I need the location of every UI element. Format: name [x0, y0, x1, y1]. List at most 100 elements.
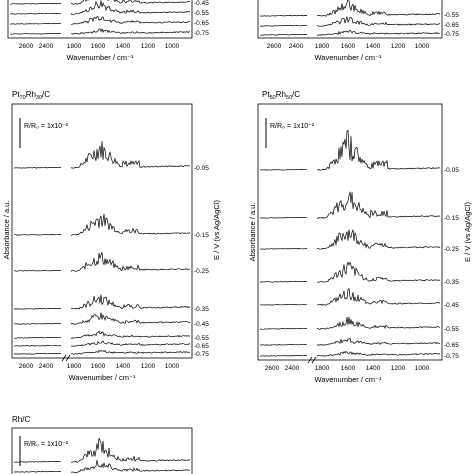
x-tick-label: 1000	[165, 43, 180, 50]
x-tick-label: 1200	[391, 365, 406, 372]
potential-label: -0.65	[444, 22, 459, 29]
potential-label: -0.45	[194, 0, 209, 7]
spectrum-trace	[259, 229, 441, 250]
panel-title: Pt50Rh50/C	[262, 90, 300, 101]
spectrum-trace	[14, 140, 191, 169]
potential-label: -0.35	[444, 279, 459, 286]
spectrum-trace	[9, 27, 191, 35]
x-axis-label: Wavenumber / cm⁻¹	[314, 375, 382, 384]
panel-title-mid: Rh	[276, 90, 286, 99]
spectrum-trace	[259, 29, 440, 36]
panel-title-main: Pt	[12, 90, 20, 99]
x-tick-label: 1200	[391, 43, 406, 50]
x-tick-label: 1200	[141, 363, 156, 370]
panel-pt70rh30: Pt70Rh30/C R/R₀ = 1x10⁻² -0.05 -0.15 -0.…	[2, 90, 221, 382]
panel-title-sub2: 50	[286, 95, 292, 101]
potential-label: -0.75	[194, 351, 209, 358]
spectrum-trace	[259, 191, 441, 219]
scale-bar-label: R/R₀ = 1x10⁻²	[24, 123, 69, 130]
potential-label: -0.55	[444, 12, 459, 19]
spectrum-trace	[9, 0, 190, 5]
y2-axis-label: E / V (vs Ag/AgCl)	[463, 201, 472, 262]
axis-break-mark	[61, 354, 67, 362]
spectra	[13, 140, 191, 355]
x-tick-label: 1400	[366, 43, 381, 50]
x-tick-labels: 2600 2400 1800 1600 1400 1200 1000	[19, 43, 180, 50]
x-tick-label: 1800	[315, 365, 330, 372]
spectra	[259, 129, 441, 357]
x-tick-label: 1600	[341, 43, 356, 50]
plot-frame	[7, 0, 193, 39]
spectra	[13, 438, 191, 473]
axis-break-mark	[311, 356, 317, 364]
x-tick-label: 1800	[67, 363, 82, 370]
potential-label: -0.15	[194, 232, 209, 239]
panel-title: Pt70Rh30/C	[12, 90, 50, 101]
x-tick-label: 1400	[116, 363, 131, 370]
spectrum-trace	[259, 261, 441, 283]
x-axis-label: Wavenumber / cm⁻¹	[68, 373, 136, 382]
potential-labels: -0.05 -0.15 -0.25 -0.35 -0.45 -0.55 -0.6…	[194, 165, 209, 358]
panel-title-end: /C	[42, 90, 50, 99]
spectrum-trace	[259, 287, 441, 306]
spectrum-trace	[13, 312, 190, 325]
x-tick-label: 2600	[19, 363, 34, 370]
axis-break-mark	[307, 356, 313, 364]
y-axis-label: Absorbance / a.u.	[248, 203, 257, 262]
potential-label: -0.15	[444, 215, 459, 222]
spectra	[259, 0, 441, 36]
x-tick-label: 2400	[289, 43, 304, 50]
potential-label: -0.75	[194, 30, 209, 37]
plot-frame	[11, 103, 193, 359]
potential-label: -0.35	[194, 306, 209, 313]
x-tick-label: 1800	[315, 43, 330, 50]
spectrum-trace	[13, 349, 191, 355]
spectrum-trace	[259, 0, 441, 17]
x-tick-label: 1600	[341, 365, 356, 372]
potential-label: -0.65	[194, 20, 209, 27]
potential-label: -0.75	[444, 31, 459, 38]
x-axis-label: Wavenumber / cm⁻¹	[66, 53, 134, 62]
spectrum-trace	[259, 350, 441, 357]
plot-frame	[257, 0, 443, 39]
spectrum-trace	[13, 213, 191, 236]
potential-label: -0.65	[444, 342, 459, 349]
scale-bar-label: R/R₀ = 1x10⁻²	[270, 123, 315, 130]
x-tick-label: 1600	[91, 363, 106, 370]
potential-label: -0.75	[444, 353, 459, 360]
spectrum-trace	[259, 16, 441, 27]
x-tick-label: 1400	[366, 365, 381, 372]
potential-label: -0.45	[444, 302, 459, 309]
x-tick-label: 1600	[91, 43, 106, 50]
x-tick-labels: 2600 2400 1800 1600 1400 1200 1000	[19, 363, 180, 370]
x-tick-label: 2600	[19, 43, 34, 50]
panel-top-right: -0.55 -0.65 -0.75 2600 2400 1800 1600 14…	[257, 0, 459, 62]
spectrum-trace	[9, 16, 191, 25]
axis-break	[61, 354, 71, 362]
plot-frame	[11, 427, 193, 474]
panel-title-sub1: 50	[270, 95, 276, 101]
potential-label: -0.45	[194, 321, 209, 328]
spectrum-trace	[13, 294, 191, 310]
spectrum-trace	[259, 316, 441, 330]
potential-label: -0.05	[444, 167, 459, 174]
spectra	[9, 0, 191, 35]
panel-pt50rh50: Pt50Rh50/C R/R₀ = 1x10⁻² -0.05 -0.15 -0.…	[248, 90, 472, 384]
x-tick-label: 1000	[165, 363, 180, 370]
potential-label: -0.65	[194, 343, 209, 350]
potential-labels: -0.55 -0.65 -0.75	[444, 12, 459, 38]
x-tick-label: 2600	[265, 365, 280, 372]
spectrum-trace	[9, 0, 191, 15]
axis-break-mark	[65, 354, 71, 362]
x-tick-label: 1400	[116, 43, 131, 50]
axis-break	[307, 356, 317, 364]
x-tick-label: 1000	[415, 43, 430, 50]
panel-top-left: -0.45 -0.55 -0.65 -0.75 2600 2400 1800 1…	[7, 0, 209, 62]
panel-title-sub2: 30	[36, 95, 42, 101]
x-tick-labels: 2600 2400 1800 1600 1400 1200 1000	[267, 43, 430, 50]
potential-label: -0.05	[194, 165, 209, 172]
x-tick-label: 1200	[141, 43, 156, 50]
spectrum-trace	[13, 340, 191, 347]
potential-label: -0.55	[194, 10, 209, 17]
